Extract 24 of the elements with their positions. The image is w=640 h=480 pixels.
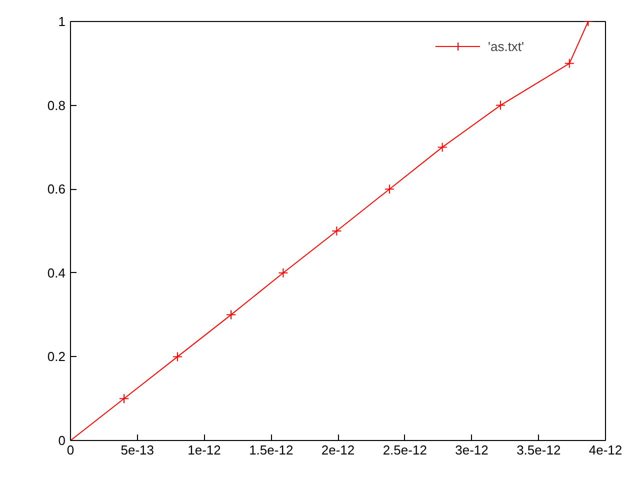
y-tick-label: 1 [58,14,66,29]
y-tick-label: 0 [58,433,66,448]
y-tick-label: 0.2 [47,349,66,364]
x-tick-label: 2e-12 [321,442,355,458]
point [564,58,574,68]
x-tick-label: 5e-13 [120,442,154,458]
x-tick-label: 3.5e-12 [516,442,561,458]
x-tick-label: 1e-12 [188,442,221,458]
x-tick-label: 3e-12 [455,442,488,458]
point [332,226,342,236]
point [278,268,288,278]
point [496,100,506,110]
point [437,142,448,152]
point [172,352,182,362]
legend-label: 'as.txt' [488,38,524,54]
point [119,394,129,404]
x-tick-label: 1.5e-12 [249,442,294,458]
x-tick-label: 2.5e-12 [382,442,427,458]
point [384,184,394,194]
y-tick-label: 0.8 [47,98,66,113]
y-tick-label: 0.6 [47,182,66,197]
y-tick-label: 0.4 [47,265,66,280]
x-tick-label: 4e-12 [588,442,622,458]
point [226,310,236,320]
